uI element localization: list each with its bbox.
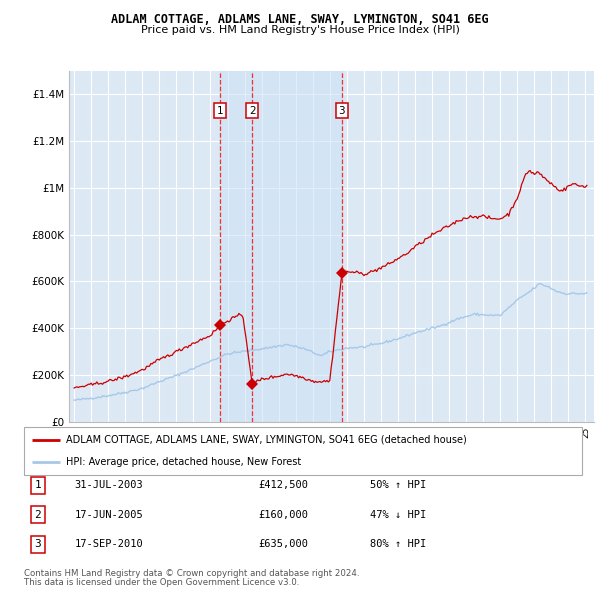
Text: Contains HM Land Registry data © Crown copyright and database right 2024.: Contains HM Land Registry data © Crown c… bbox=[24, 569, 359, 578]
Text: 2: 2 bbox=[249, 106, 256, 116]
Text: £635,000: £635,000 bbox=[259, 539, 308, 549]
Text: ADLAM COTTAGE, ADLAMS LANE, SWAY, LYMINGTON, SO41 6EG: ADLAM COTTAGE, ADLAMS LANE, SWAY, LYMING… bbox=[111, 13, 489, 26]
Text: ADLAM COTTAGE, ADLAMS LANE, SWAY, LYMINGTON, SO41 6EG (detached house): ADLAM COTTAGE, ADLAMS LANE, SWAY, LYMING… bbox=[66, 435, 467, 445]
Bar bbox=[220, 71, 253, 422]
Text: 47% ↓ HPI: 47% ↓ HPI bbox=[370, 510, 426, 520]
FancyBboxPatch shape bbox=[24, 427, 582, 475]
Text: 17-JUN-2005: 17-JUN-2005 bbox=[74, 510, 143, 520]
Text: 17-SEP-2010: 17-SEP-2010 bbox=[74, 539, 143, 549]
Text: 3: 3 bbox=[35, 539, 41, 549]
Text: 3: 3 bbox=[338, 106, 345, 116]
Text: This data is licensed under the Open Government Licence v3.0.: This data is licensed under the Open Gov… bbox=[24, 578, 299, 588]
Text: 2: 2 bbox=[35, 510, 41, 520]
Text: £160,000: £160,000 bbox=[259, 510, 308, 520]
Text: 1: 1 bbox=[217, 106, 224, 116]
Text: 80% ↑ HPI: 80% ↑ HPI bbox=[370, 539, 426, 549]
Text: 31-JUL-2003: 31-JUL-2003 bbox=[74, 480, 143, 490]
Bar bbox=[253, 71, 342, 422]
Text: Price paid vs. HM Land Registry's House Price Index (HPI): Price paid vs. HM Land Registry's House … bbox=[140, 25, 460, 35]
Text: HPI: Average price, detached house, New Forest: HPI: Average price, detached house, New … bbox=[66, 457, 301, 467]
Text: 50% ↑ HPI: 50% ↑ HPI bbox=[370, 480, 426, 490]
Text: £412,500: £412,500 bbox=[259, 480, 308, 490]
Text: 1: 1 bbox=[35, 480, 41, 490]
